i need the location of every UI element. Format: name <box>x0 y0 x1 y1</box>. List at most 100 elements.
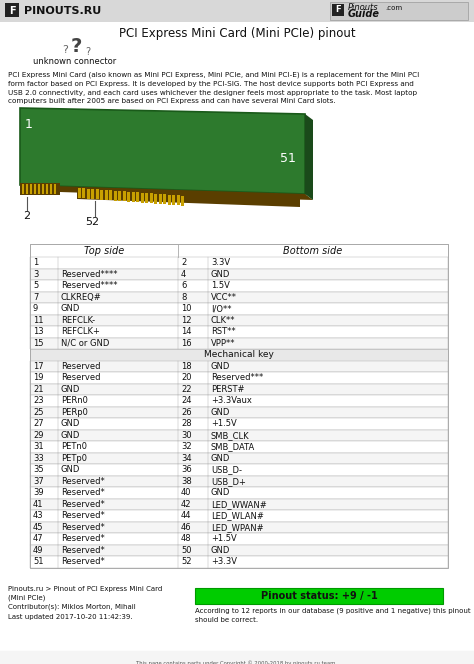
Polygon shape <box>305 114 313 200</box>
Text: Reserved: Reserved <box>61 373 100 382</box>
Text: PINOUTS.RU: PINOUTS.RU <box>24 6 101 16</box>
Bar <box>150 193 153 203</box>
Text: 48: 48 <box>181 535 191 543</box>
Text: 47: 47 <box>33 535 44 543</box>
Bar <box>177 195 180 205</box>
Bar <box>118 191 121 201</box>
Bar <box>123 191 126 201</box>
Bar <box>30 361 448 372</box>
Text: 18: 18 <box>181 362 191 371</box>
Text: 33: 33 <box>33 454 44 463</box>
Text: 29: 29 <box>33 431 44 440</box>
Text: USB_D+: USB_D+ <box>211 477 246 486</box>
Text: .com: .com <box>385 5 402 11</box>
Bar <box>30 268 448 280</box>
Text: GND: GND <box>211 546 230 554</box>
Text: GND: GND <box>61 384 81 394</box>
Text: 2: 2 <box>23 211 30 221</box>
Bar <box>46 184 48 194</box>
Text: 17: 17 <box>33 362 44 371</box>
Text: Reserved*: Reserved* <box>61 500 105 509</box>
Text: 27: 27 <box>33 419 44 428</box>
Text: GND: GND <box>211 488 230 497</box>
Bar <box>34 184 36 194</box>
Text: Mechanical key: Mechanical key <box>204 350 274 359</box>
Text: 22: 22 <box>181 384 191 394</box>
Text: Reserved*: Reserved* <box>61 511 105 521</box>
Text: 30: 30 <box>181 431 191 440</box>
Text: 6: 6 <box>181 282 186 290</box>
Bar <box>0 651 474 664</box>
Bar <box>330 2 468 20</box>
Bar <box>155 194 157 204</box>
Text: +3.3V: +3.3V <box>211 557 237 566</box>
Bar <box>137 193 139 203</box>
Text: 51: 51 <box>280 151 296 165</box>
Text: Reserved*: Reserved* <box>61 523 105 532</box>
Text: 42: 42 <box>181 500 191 509</box>
Polygon shape <box>20 185 313 200</box>
Text: unknown connector: unknown connector <box>33 58 117 66</box>
Text: Reserved****: Reserved**** <box>61 282 118 290</box>
Bar <box>30 372 448 384</box>
Text: 24: 24 <box>181 396 191 405</box>
Bar <box>30 452 448 464</box>
Text: 32: 32 <box>181 442 191 452</box>
Bar <box>30 326 448 337</box>
Text: SMB_DATA: SMB_DATA <box>211 442 255 452</box>
Bar <box>30 315 448 326</box>
Text: GND: GND <box>211 408 230 417</box>
Bar <box>30 291 448 303</box>
Text: Bottom side: Bottom side <box>283 246 343 256</box>
Text: 3.3V: 3.3V <box>211 258 230 267</box>
Text: PETp0: PETp0 <box>61 454 87 463</box>
Bar <box>0 0 474 22</box>
Text: I/O**: I/O** <box>211 304 231 313</box>
Text: CLKREQ#: CLKREQ# <box>61 293 102 301</box>
Bar <box>91 189 94 199</box>
Bar <box>5 3 19 17</box>
Text: 7: 7 <box>33 293 38 301</box>
Bar <box>173 195 175 205</box>
Text: 51: 51 <box>33 557 44 566</box>
Bar <box>30 464 448 475</box>
Text: 45: 45 <box>33 523 44 532</box>
Text: 11: 11 <box>33 316 44 325</box>
Text: 40: 40 <box>181 488 191 497</box>
Text: 23: 23 <box>33 396 44 405</box>
Text: PETn0: PETn0 <box>61 442 87 452</box>
Bar <box>168 195 171 205</box>
Text: 34: 34 <box>181 454 191 463</box>
Bar <box>22 184 25 194</box>
Text: Top side: Top side <box>84 246 124 256</box>
Text: Reserved****: Reserved**** <box>61 270 118 279</box>
Text: GND: GND <box>61 304 81 313</box>
Bar <box>50 184 53 194</box>
Text: According to 12 reports in our database (9 positive and 1 negative) this pinout
: According to 12 reports in our database … <box>195 608 471 623</box>
Bar <box>30 441 448 452</box>
Text: Reserved*: Reserved* <box>61 488 105 497</box>
Bar <box>159 194 162 204</box>
Text: RST**: RST** <box>211 327 236 336</box>
Text: +3.3Vaux: +3.3Vaux <box>211 396 252 405</box>
Text: Reserved*: Reserved* <box>61 546 105 554</box>
Bar <box>26 184 28 194</box>
Bar <box>87 189 90 199</box>
Bar <box>30 556 448 568</box>
Polygon shape <box>20 108 305 194</box>
Text: 37: 37 <box>33 477 44 486</box>
Text: PERST#: PERST# <box>211 384 245 394</box>
Text: 36: 36 <box>181 465 192 474</box>
Text: 14: 14 <box>181 327 191 336</box>
Bar <box>332 4 344 16</box>
Text: LED_WPAN#: LED_WPAN# <box>211 523 264 532</box>
Polygon shape <box>20 183 60 195</box>
Text: LED_WLAN#: LED_WLAN# <box>211 511 264 521</box>
Bar <box>182 196 184 206</box>
Text: Pinouts.ru > Pinout of PCI Express Mini Card
(Mini PCIe)
Contributor(s): Miklos : Pinouts.ru > Pinout of PCI Express Mini … <box>8 586 162 620</box>
Text: 25: 25 <box>33 408 44 417</box>
Text: 15: 15 <box>33 339 44 348</box>
Text: 38: 38 <box>181 477 192 486</box>
Text: This page contains parts under Copyright © 2000-2018 by pinouts.ru team.
No port: This page contains parts under Copyright… <box>51 661 423 664</box>
Bar <box>100 190 103 200</box>
